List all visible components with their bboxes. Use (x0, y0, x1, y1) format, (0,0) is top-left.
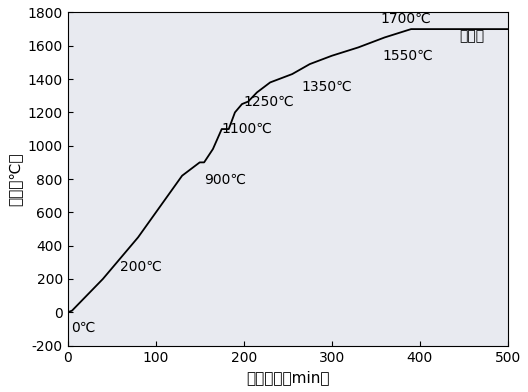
Text: 1250℃: 1250℃ (244, 95, 295, 109)
Text: 900℃: 900℃ (204, 172, 246, 186)
Text: 1100℃: 1100℃ (222, 122, 272, 136)
Text: 1700℃: 1700℃ (380, 12, 431, 26)
Text: 随炉冷: 随炉冷 (459, 29, 485, 43)
Text: 200℃: 200℃ (120, 260, 162, 274)
Text: 1550℃: 1550℃ (383, 49, 433, 62)
Text: 0℃: 0℃ (71, 321, 96, 335)
X-axis label: 持续时间（min）: 持续时间（min） (246, 370, 329, 385)
Y-axis label: 温度（℃）: 温度（℃） (7, 152, 22, 206)
Text: 1350℃: 1350℃ (301, 80, 352, 94)
